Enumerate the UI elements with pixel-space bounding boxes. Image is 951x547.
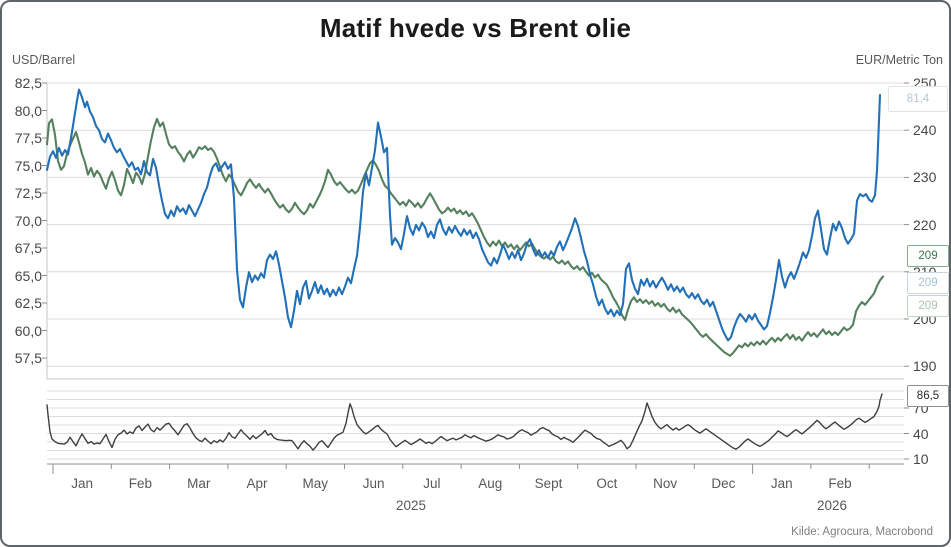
month-label: Oct [596,476,618,491]
month-label: Aug [478,476,503,491]
y-axis-label-usd: 57,5 [14,350,42,366]
y-axis-label-usd: 67,5 [14,240,42,256]
year-label-2026: 2026 [816,498,848,513]
month-label: Jan [770,476,793,491]
month-label: Sept [534,476,563,491]
y-axis-label-eur: 230 [913,169,937,186]
month-label: Jun [362,476,385,491]
last-value-callout: 209 [907,245,949,267]
y-axis-label-eur: 220 [913,216,937,233]
y-axis-label-usd: 77,5 [14,130,42,146]
y-axis-label-eur: 190 [913,358,937,375]
month-label: Feb [128,476,153,491]
last-value-callout: 209 [907,272,949,294]
y-axis-label-usd: 70,0 [14,212,42,229]
right-axis-unit-label: EUR/Metric Ton [855,53,943,67]
y-axis-label-usd: 75,0 [14,157,42,174]
y-axis-label-ratio: 10 [913,451,929,467]
brent-olie-line [45,88,882,342]
month-label: Jan [71,476,94,491]
y-axis-label-usd: 80,0 [14,102,42,119]
month-label: Nov [653,476,678,491]
y-axis-label-eur: 240 [913,122,937,139]
year-label-2025: 2025 [395,498,427,513]
source-attribution: Kilde: Agrocura, Macrobond [791,526,933,538]
y-axis-label-ratio: 40 [913,425,929,442]
left-axis-unit-label: USD/Barrel [12,53,76,67]
last-value-callout: 209 [907,295,949,317]
month-label: Dec [711,476,736,491]
chart-title: Matif hvede vs Brent olie [319,13,632,43]
y-axis-label-usd: 60,0 [14,322,42,339]
ratio-line [46,393,883,451]
last-value-callout: 86,5 [907,385,949,407]
y-axis-label-usd: 62,5 [14,295,42,311]
month-label: Jul [423,476,441,491]
month-label: Mar [187,476,211,491]
matif-hvede-line [45,117,885,357]
month-label: Apr [246,476,268,491]
y-axis-label-usd: 65,0 [14,267,42,284]
y-axis-label-usd: 82,5 [14,75,42,91]
last-value-callout: 81,4 [888,86,948,112]
month-label: Feb [828,476,852,491]
y-axis-label-usd: 72,5 [14,185,42,201]
month-label: May [302,476,329,491]
